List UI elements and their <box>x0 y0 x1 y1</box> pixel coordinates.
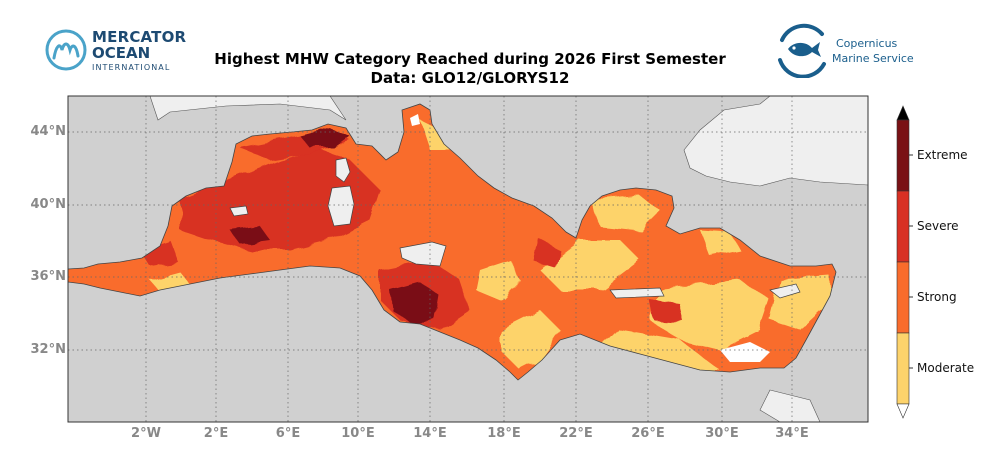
lat-label-40n: 40°N <box>30 197 66 212</box>
colorbar-extension-top <box>896 105 910 121</box>
island-crete <box>609 287 665 299</box>
logo-text-ocean: OCEAN <box>92 44 151 62</box>
coastline <box>68 103 837 381</box>
field-extreme <box>230 128 440 322</box>
mercator-ocean-logo: MERCATOR OCEAN INTERNATIONAL <box>44 26 194 76</box>
colorbar-extension-bottom <box>896 403 910 419</box>
lon-label-22e: 22°E <box>559 426 593 441</box>
lon-label-34e: 34°E <box>775 426 809 441</box>
lat-label-32n: 32°N <box>30 342 66 357</box>
mercator-m-icon <box>45 29 87 71</box>
island-cyprus <box>769 283 801 299</box>
lon-label-26e: 26°E <box>631 426 665 441</box>
island-sicily <box>399 241 447 267</box>
lon-label-10e: 10°E <box>341 426 375 441</box>
legend-label-strong: Strong <box>917 290 957 304</box>
field-moderate <box>150 120 832 370</box>
colorbar-strong <box>896 261 910 334</box>
logo-text-mercator: MERCATOR <box>92 28 187 46</box>
field-no-heatwave <box>410 114 770 362</box>
island-corsica <box>335 157 351 183</box>
legend-label-extreme: Extreme <box>917 148 968 162</box>
islands <box>229 157 801 299</box>
colorbar-extreme <box>896 119 910 192</box>
logo-text-copernicus: Copernicus <box>836 37 898 50</box>
land-sinai <box>759 389 821 422</box>
legend-label-severe: Severe <box>917 219 959 233</box>
title-line-2: Data: GLO12/GLORYS12 <box>370 69 570 87</box>
island-balearic <box>229 205 249 217</box>
lon-label-2w: 2°W <box>131 426 161 441</box>
logo-text-marine-service: Marine Service <box>832 52 914 65</box>
lon-label-18e: 18°E <box>487 426 521 441</box>
fish-icon <box>778 23 826 78</box>
copernicus-marine-logo: Copernicus Marine Service <box>774 22 924 78</box>
land-balkans-turkey <box>520 96 868 187</box>
island-sardinia <box>327 185 355 227</box>
title-line-1: Highest MHW Category Reached during 2026… <box>214 50 726 68</box>
land-areas <box>90 96 868 422</box>
lat-label-36n: 36°N <box>30 269 66 284</box>
colorbar-moderate <box>896 332 910 405</box>
lon-label-30e: 30°E <box>705 426 739 441</box>
colorbar-severe <box>896 190 910 263</box>
legend-label-moderate: Moderate <box>917 361 975 375</box>
lat-label-44n: 44°N <box>30 124 66 139</box>
gridlines <box>68 96 868 422</box>
lon-label-6e: 6°E <box>275 426 301 441</box>
colorbar <box>896 105 913 419</box>
lon-label-14e: 14°E <box>413 426 447 441</box>
land-europe-north <box>90 96 347 121</box>
lon-label-2e: 2°E <box>203 426 229 441</box>
logo-text-international: INTERNATIONAL <box>92 63 171 72</box>
map-title: Highest MHW Category Reached during 2026… <box>150 50 790 88</box>
